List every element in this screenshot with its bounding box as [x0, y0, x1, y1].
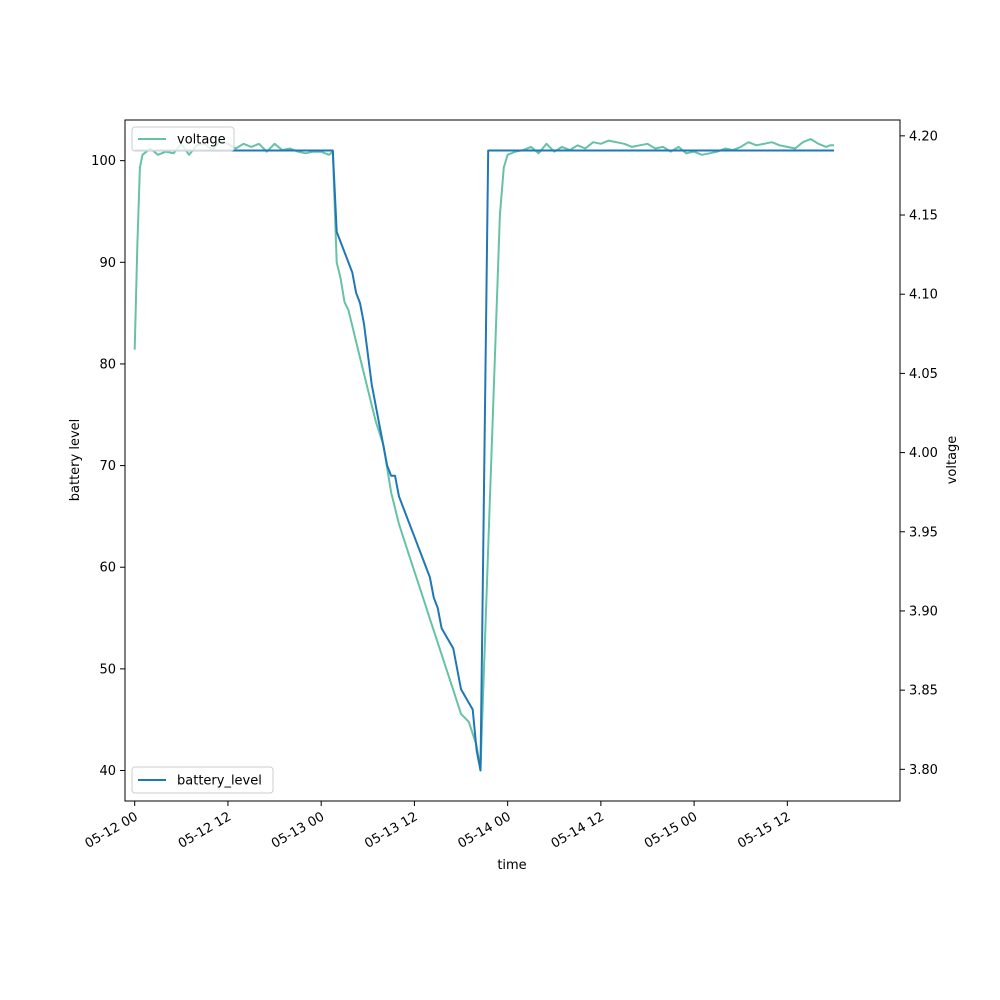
series-line-battery-level	[134, 149, 834, 772]
series-line-voltage	[133, 138, 834, 771]
y-left-tick-label-5: 90	[99, 256, 116, 271]
legend-battery-level-box	[131, 766, 274, 794]
legend-battery-level: battery_level	[131, 766, 274, 794]
y-right-tick-label-8: 4.20	[909, 129, 938, 144]
y-right-tick-label-2: 3.90	[909, 604, 938, 619]
legend-voltage-box	[131, 126, 235, 152]
y-right-tick-label-1: 3.85	[909, 684, 938, 699]
x-axis-title: time	[497, 858, 526, 873]
y-axis-left-title: battery level	[68, 419, 83, 502]
y-right-tick-label-5: 4.05	[909, 367, 938, 382]
y-left-tick-label-4: 80	[99, 357, 116, 372]
y-axis-right: 3.80 3.85 3.90 3.95 4.00 4.05 4.10 4.15 4.20	[900, 129, 938, 778]
y-left-tick-label-2: 60	[99, 561, 116, 576]
legend-voltage: voltage	[131, 126, 235, 152]
y-right-tick-label-7: 4.15	[909, 209, 938, 224]
legend-voltage-label: voltage	[177, 133, 226, 148]
y-left-tick-label-0: 40	[99, 764, 116, 779]
y-left-tick-label-3: 70	[99, 459, 116, 474]
y-left-tick-label-6: 100	[91, 154, 116, 169]
y-right-tick-label-3: 3.95	[909, 525, 938, 540]
y-right-tick-label-0: 3.80	[909, 763, 938, 778]
y-right-tick-label-4: 4.00	[909, 446, 938, 461]
y-left-tick-label-1: 50	[99, 662, 116, 677]
plot-frame	[124, 119, 901, 802]
y-axis-right-title: voltage	[945, 436, 960, 485]
series-layer	[133, 138, 834, 772]
legend-battery-level-label: battery_level	[177, 774, 262, 789]
plot-area	[124, 119, 901, 802]
y-axis-left: 40 50 60 70 80 90 100	[91, 154, 125, 779]
y-right-tick-label-6: 4.10	[909, 288, 938, 303]
